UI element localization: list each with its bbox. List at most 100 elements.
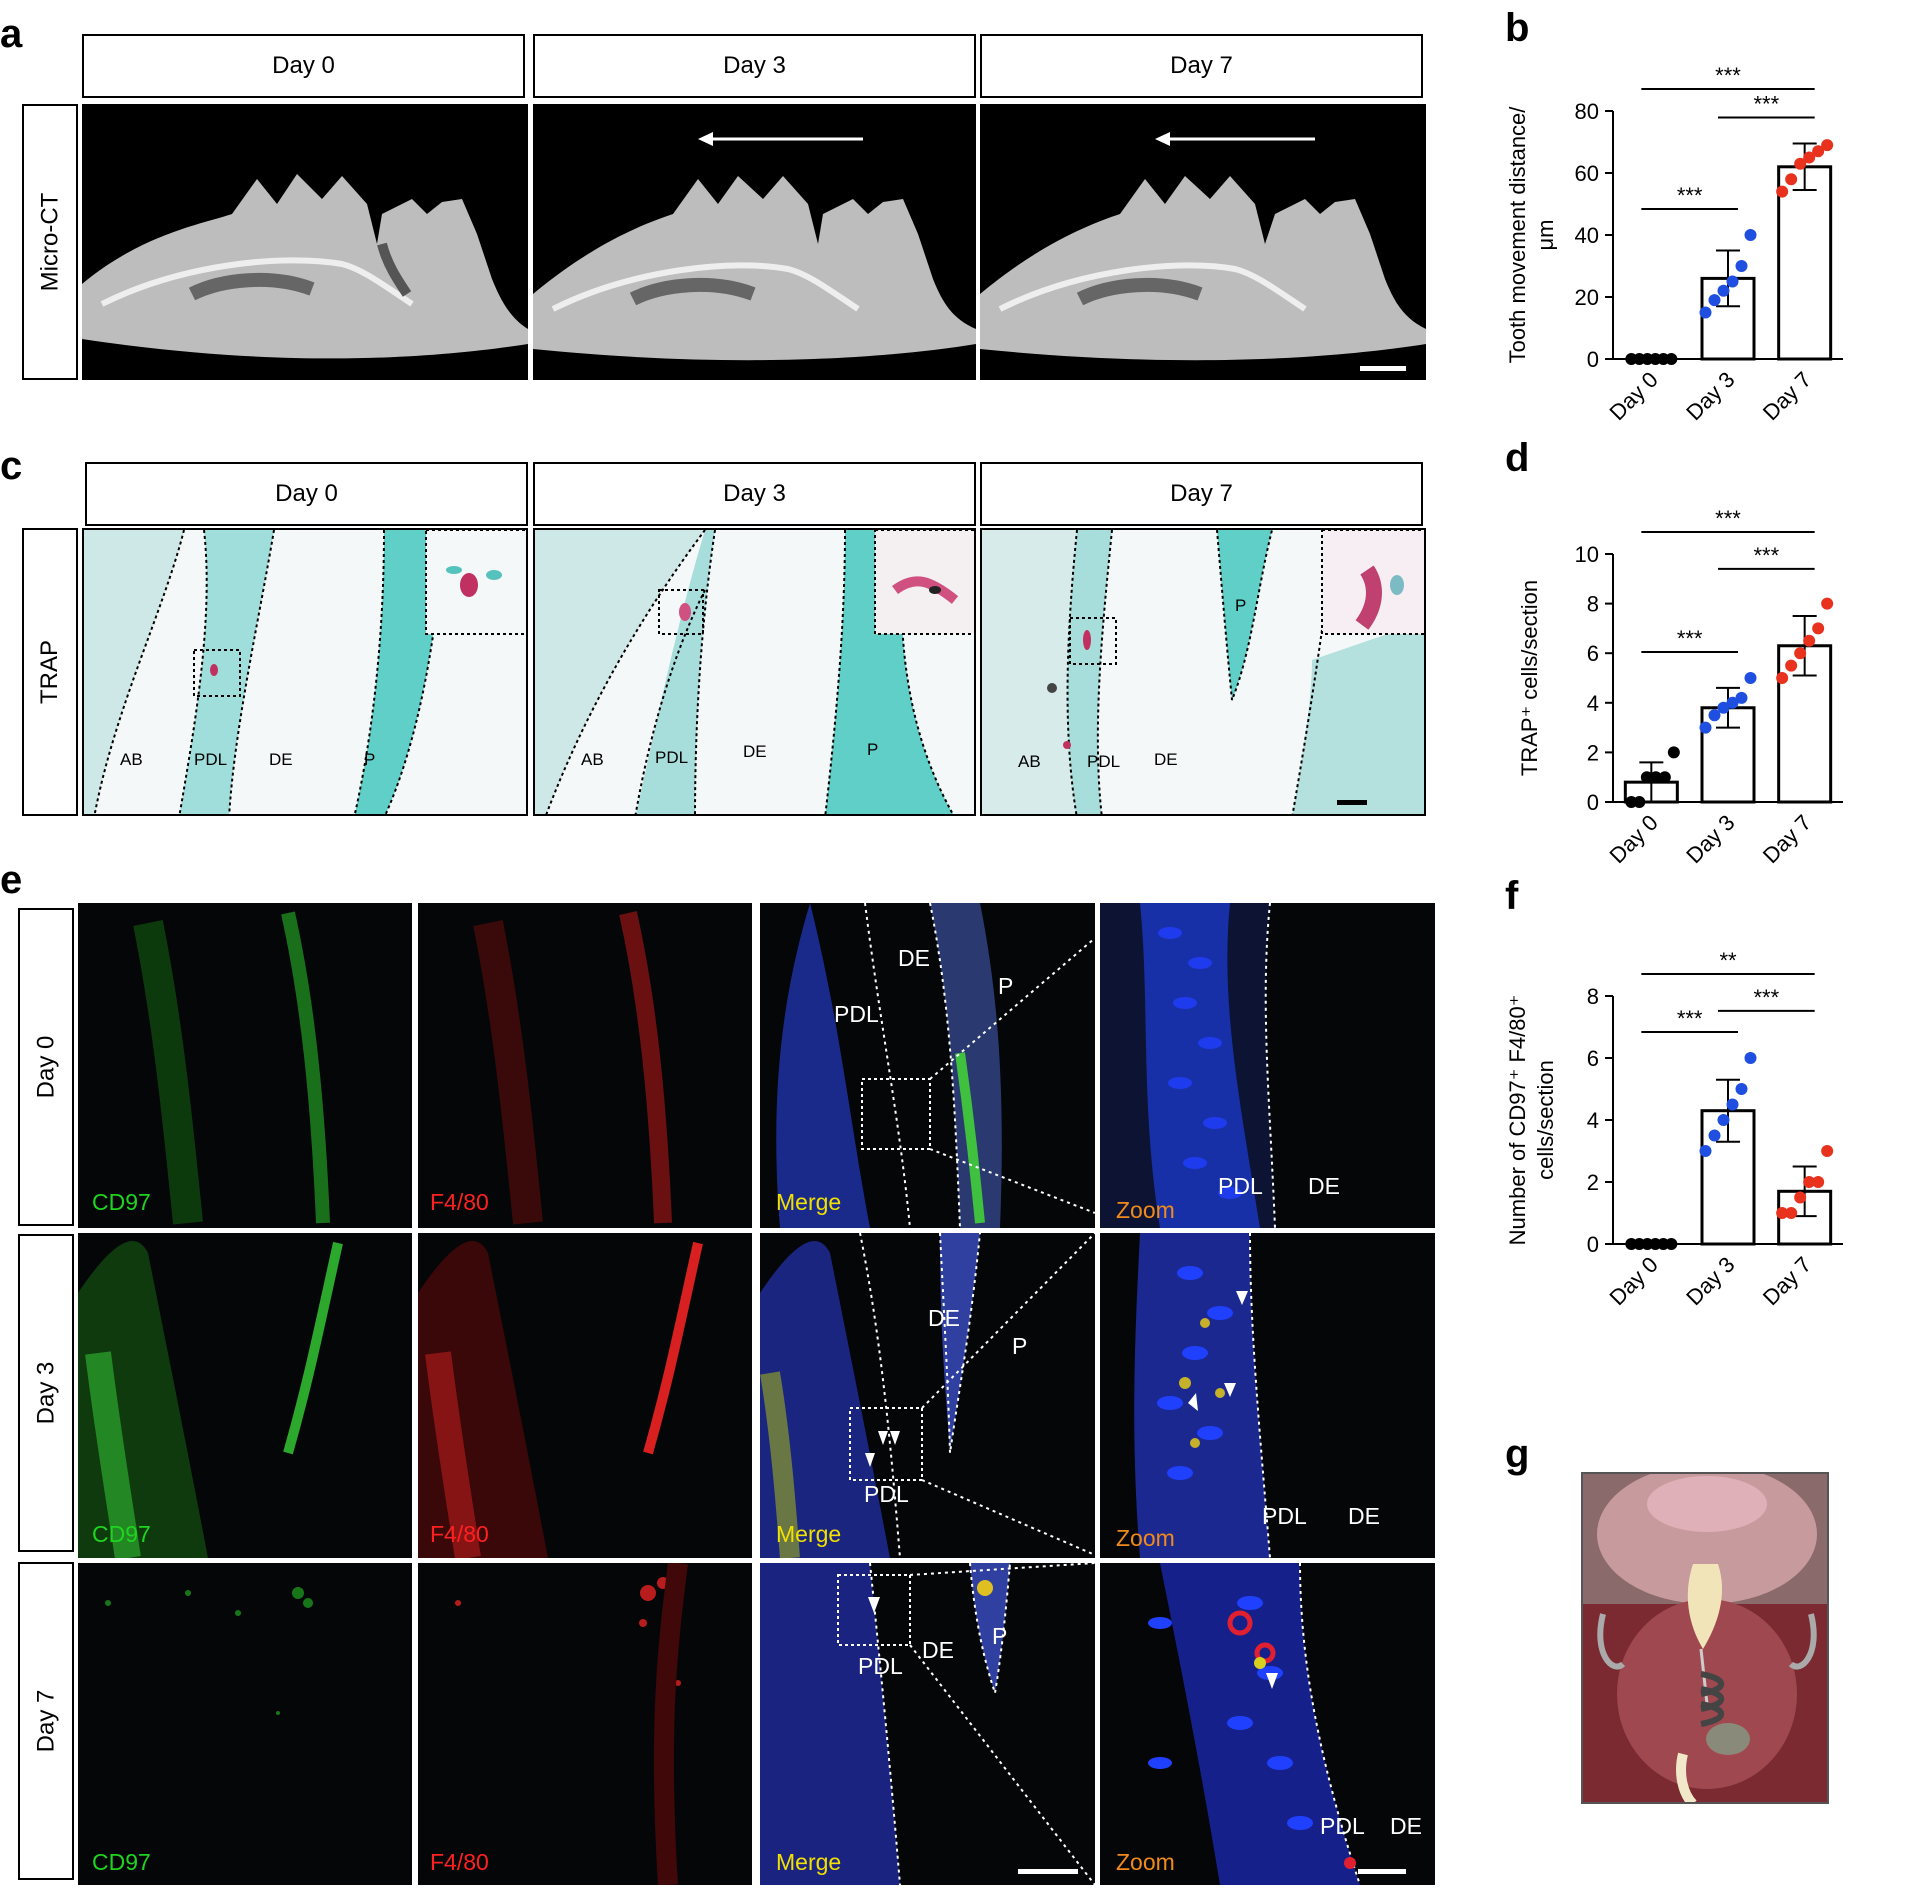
merge-label-pdl-day3: PDL	[864, 1481, 909, 1507]
channel-label-f480-day0: F4/80	[430, 1189, 489, 1215]
chart-f: 0 2 4 6 8 Number of CD97⁺ F4/80⁺ cells/section…	[1495, 948, 1910, 1325]
chart-f-sig-label-0: **	[1719, 948, 1737, 973]
chart-b-ylabel-line-0: Tooth movement distance/	[1505, 106, 1530, 364]
fluor-cd97-day3: CD97	[78, 1233, 412, 1558]
chart-b-point-2-3	[1803, 151, 1816, 164]
chart-d-point-2-1	[1785, 659, 1798, 672]
chart-f-sig-label-2: ***	[1753, 985, 1779, 1010]
chart-f-category-label-0: Day 0	[1605, 1252, 1663, 1310]
channel-label-f480-day7: F4/80	[430, 1849, 489, 1875]
trap-image-day3: AB PDL DE P	[533, 528, 976, 816]
chart-b-point-0-5	[1665, 353, 1678, 365]
merge-label-p-day3: P	[1012, 1333, 1028, 1359]
chart-b: 0 20 40 60 80 Tooth movement distance/μm Day 0…	[1495, 63, 1910, 430]
chart-d-point-1-4	[1735, 691, 1748, 704]
trap-label-de-day3: DE	[743, 742, 767, 761]
chart-d-point-0-3	[1649, 771, 1662, 784]
chart-b-ytick-label-4: 80	[1575, 99, 1599, 124]
trap-image-day0: AB PDL DE P	[82, 528, 528, 816]
chart-b-point-1-0	[1699, 306, 1712, 319]
trap-label-p-day7: P	[1235, 596, 1247, 615]
micro-ct-image-day7	[980, 104, 1426, 380]
trap-label-ab-day7: AB	[1018, 752, 1041, 771]
chart-b-category-label-0: Day 0	[1605, 367, 1663, 425]
chart-d-point-1-3	[1726, 696, 1739, 709]
channel-label-f480-day3: F4/80	[430, 1521, 489, 1547]
chart-b-ylabel-line-1: μm	[1533, 219, 1558, 250]
panel-letter-d: d	[1505, 436, 1530, 480]
chart-b-point-1-3	[1726, 275, 1739, 288]
panel-c-header-day0: Day 0	[85, 462, 528, 526]
fluor-f480-day3: F4/80	[418, 1233, 752, 1558]
channel-label-merge-day7: Merge	[776, 1849, 842, 1875]
chart-f-ytick-label-0: 0	[1587, 1232, 1599, 1257]
chart-d: 0 2 4 6 8 10 TRAP⁺ cells/section Day 0 Day 3 Day …	[1495, 506, 1910, 883]
merge-label-pdl-day7: PDL	[858, 1653, 903, 1679]
chart-b-svg: 0 20 40 60 80 Tooth movement distance/μm Day 0…	[1505, 63, 1843, 425]
micro-ct-image-day3	[533, 104, 976, 380]
chart-f-point-1-1	[1708, 1129, 1721, 1142]
chart-d-point-0-5	[1667, 746, 1680, 759]
chart-b-point-2-5	[1821, 139, 1834, 152]
panel-letter-e: e	[0, 858, 23, 902]
chart-f-ytick-label-2: 4	[1587, 1108, 1599, 1133]
mouse-photo	[1581, 1472, 1829, 1804]
chart-f-sig-label-1: ***	[1677, 1006, 1703, 1031]
chart-d-point-0-1	[1633, 796, 1646, 808]
chart-f-point-1-0	[1699, 1145, 1712, 1157]
chart-b-point-1-5	[1744, 229, 1757, 241]
scale-bar-merge	[1018, 1869, 1078, 1874]
channel-label-cd97-day7: CD97	[92, 1849, 151, 1875]
chart-d-point-2-5	[1821, 597, 1834, 610]
chart-b-sig-label-2: ***	[1677, 183, 1703, 208]
trap-label-pdl-day7: PDL	[1087, 752, 1121, 771]
chart-d-point-2-2	[1794, 647, 1807, 660]
panel-letter-a: a	[0, 12, 23, 56]
merge-label-pdl-day0: PDL	[834, 1001, 879, 1027]
chart-d-category-label-1: Day 3	[1681, 810, 1739, 868]
fluor-zoom-day7: PDL DE Zoom	[1100, 1563, 1435, 1885]
chart-b-category-label-1: Day 3	[1681, 367, 1739, 425]
fluor-f480-day0: F4/80	[418, 903, 752, 1228]
chart-f-ylabel-line-1: cells/section	[1533, 1060, 1558, 1180]
fluor-merge-day7: DE PDL P Merge	[760, 1563, 1095, 1885]
trap-label-de-day0: DE	[269, 750, 293, 769]
chart-d-category-label-2: Day 7	[1758, 810, 1816, 868]
fluor-cd97-day7: CD97	[78, 1563, 412, 1885]
channel-label-zoom-day0: Zoom	[1116, 1197, 1175, 1223]
panel-letter-f: f	[1505, 874, 1519, 918]
chart-b-sig-label-0: ***	[1715, 63, 1741, 88]
chart-b-point-2-4	[1812, 145, 1825, 158]
chart-b-point-2-1	[1785, 173, 1798, 186]
chart-d-sig-label-2: ***	[1677, 626, 1703, 651]
scale-bar-zoom	[1358, 1869, 1406, 1874]
chart-d-ytick-label-1: 2	[1587, 740, 1599, 765]
chart-f-point-0-5	[1665, 1238, 1678, 1250]
merge-label-de-day7: DE	[922, 1637, 954, 1663]
fluor-zoom-day0: PDL DE Zoom	[1100, 903, 1435, 1228]
channel-label-cd97-day3: CD97	[92, 1521, 151, 1547]
chart-b-ytick-label-2: 40	[1575, 223, 1599, 248]
fluor-zoom-day3: PDL DE Zoom	[1100, 1233, 1435, 1558]
chart-d-point-2-3	[1803, 634, 1816, 647]
chart-b-ytick-label-3: 60	[1575, 161, 1599, 186]
zoom-label-pdl-day7: PDL	[1320, 1813, 1365, 1839]
panel-e-row-label-day0: Day 0	[18, 908, 74, 1226]
panel-letter-b: b	[1505, 6, 1530, 50]
trap-label-pdl-day3: PDL	[655, 748, 689, 767]
chart-b-point-1-2	[1717, 284, 1730, 297]
zoom-label-de-day3: DE	[1348, 1503, 1380, 1529]
chart-d-ytick-label-4: 8	[1587, 592, 1599, 617]
chart-f-point-2-4	[1812, 1176, 1825, 1188]
panel-c-header-day7: Day 7	[980, 462, 1423, 526]
chart-b-point-2-0	[1776, 185, 1789, 198]
chart-f-point-2-2	[1794, 1191, 1807, 1204]
chart-f-ytick-label-3: 6	[1587, 1046, 1599, 1071]
chart-b-point-1-4	[1735, 260, 1748, 272]
chart-f-point-2-1	[1785, 1207, 1798, 1219]
chart-f-point-2-3	[1803, 1176, 1816, 1188]
chart-b-sig-label-1: ***	[1753, 92, 1779, 117]
fluor-merge-day0: DE PDL P Merge	[760, 903, 1095, 1228]
channel-label-zoom-day7: Zoom	[1116, 1849, 1175, 1875]
merge-label-de-day0: DE	[898, 945, 930, 971]
